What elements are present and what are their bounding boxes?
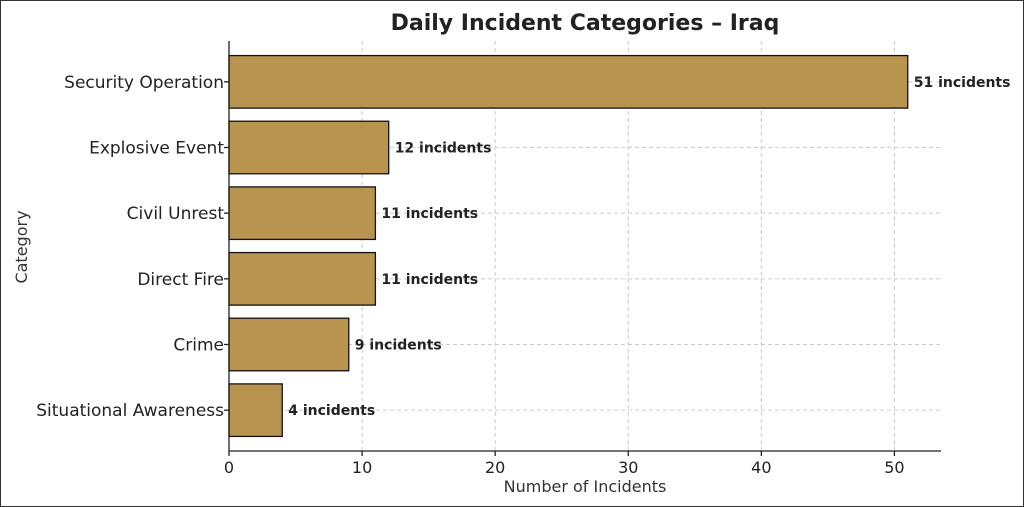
bar (228, 186, 377, 241)
chart-title: Daily Incident Categories – Iraq (391, 11, 780, 36)
y-axis-label: Category (12, 210, 31, 283)
bar (228, 251, 377, 306)
axis-layer (224, 41, 941, 456)
x-tick-label: 40 (751, 458, 771, 477)
bar-value-label: 4 incidents (288, 403, 375, 419)
bar (228, 317, 350, 372)
x-tick-label: 10 (352, 458, 372, 477)
bar (228, 383, 283, 438)
category-label: Civil Unrest (127, 204, 225, 224)
x-tick-label: 30 (618, 458, 638, 477)
category-label: Crime (173, 336, 224, 356)
bar (228, 120, 390, 175)
bar-value-label: 11 incidents (381, 206, 478, 222)
bar-value-label: 12 incidents (395, 141, 492, 157)
category-label: Direct Fire (137, 270, 224, 290)
x-axis-label: Number of Incidents (504, 477, 667, 496)
x-tick-label: 20 (485, 458, 505, 477)
bar-value-label: 9 incidents (355, 338, 442, 354)
bar (228, 54, 909, 109)
bar-value-label: 11 incidents (381, 272, 478, 288)
bar-value-label: 51 incidents (914, 75, 1011, 91)
bar-layer (228, 54, 909, 438)
category-label: Security Operation (64, 73, 224, 93)
x-tick-label: 0 (224, 458, 234, 477)
category-label: Explosive Event (89, 139, 224, 159)
label-layer: 0 10 20 30 40 50 Security Operation 51 incident… (36, 73, 1010, 477)
x-tick-label: 50 (884, 458, 904, 477)
category-label: Situational Awareness (36, 401, 224, 421)
